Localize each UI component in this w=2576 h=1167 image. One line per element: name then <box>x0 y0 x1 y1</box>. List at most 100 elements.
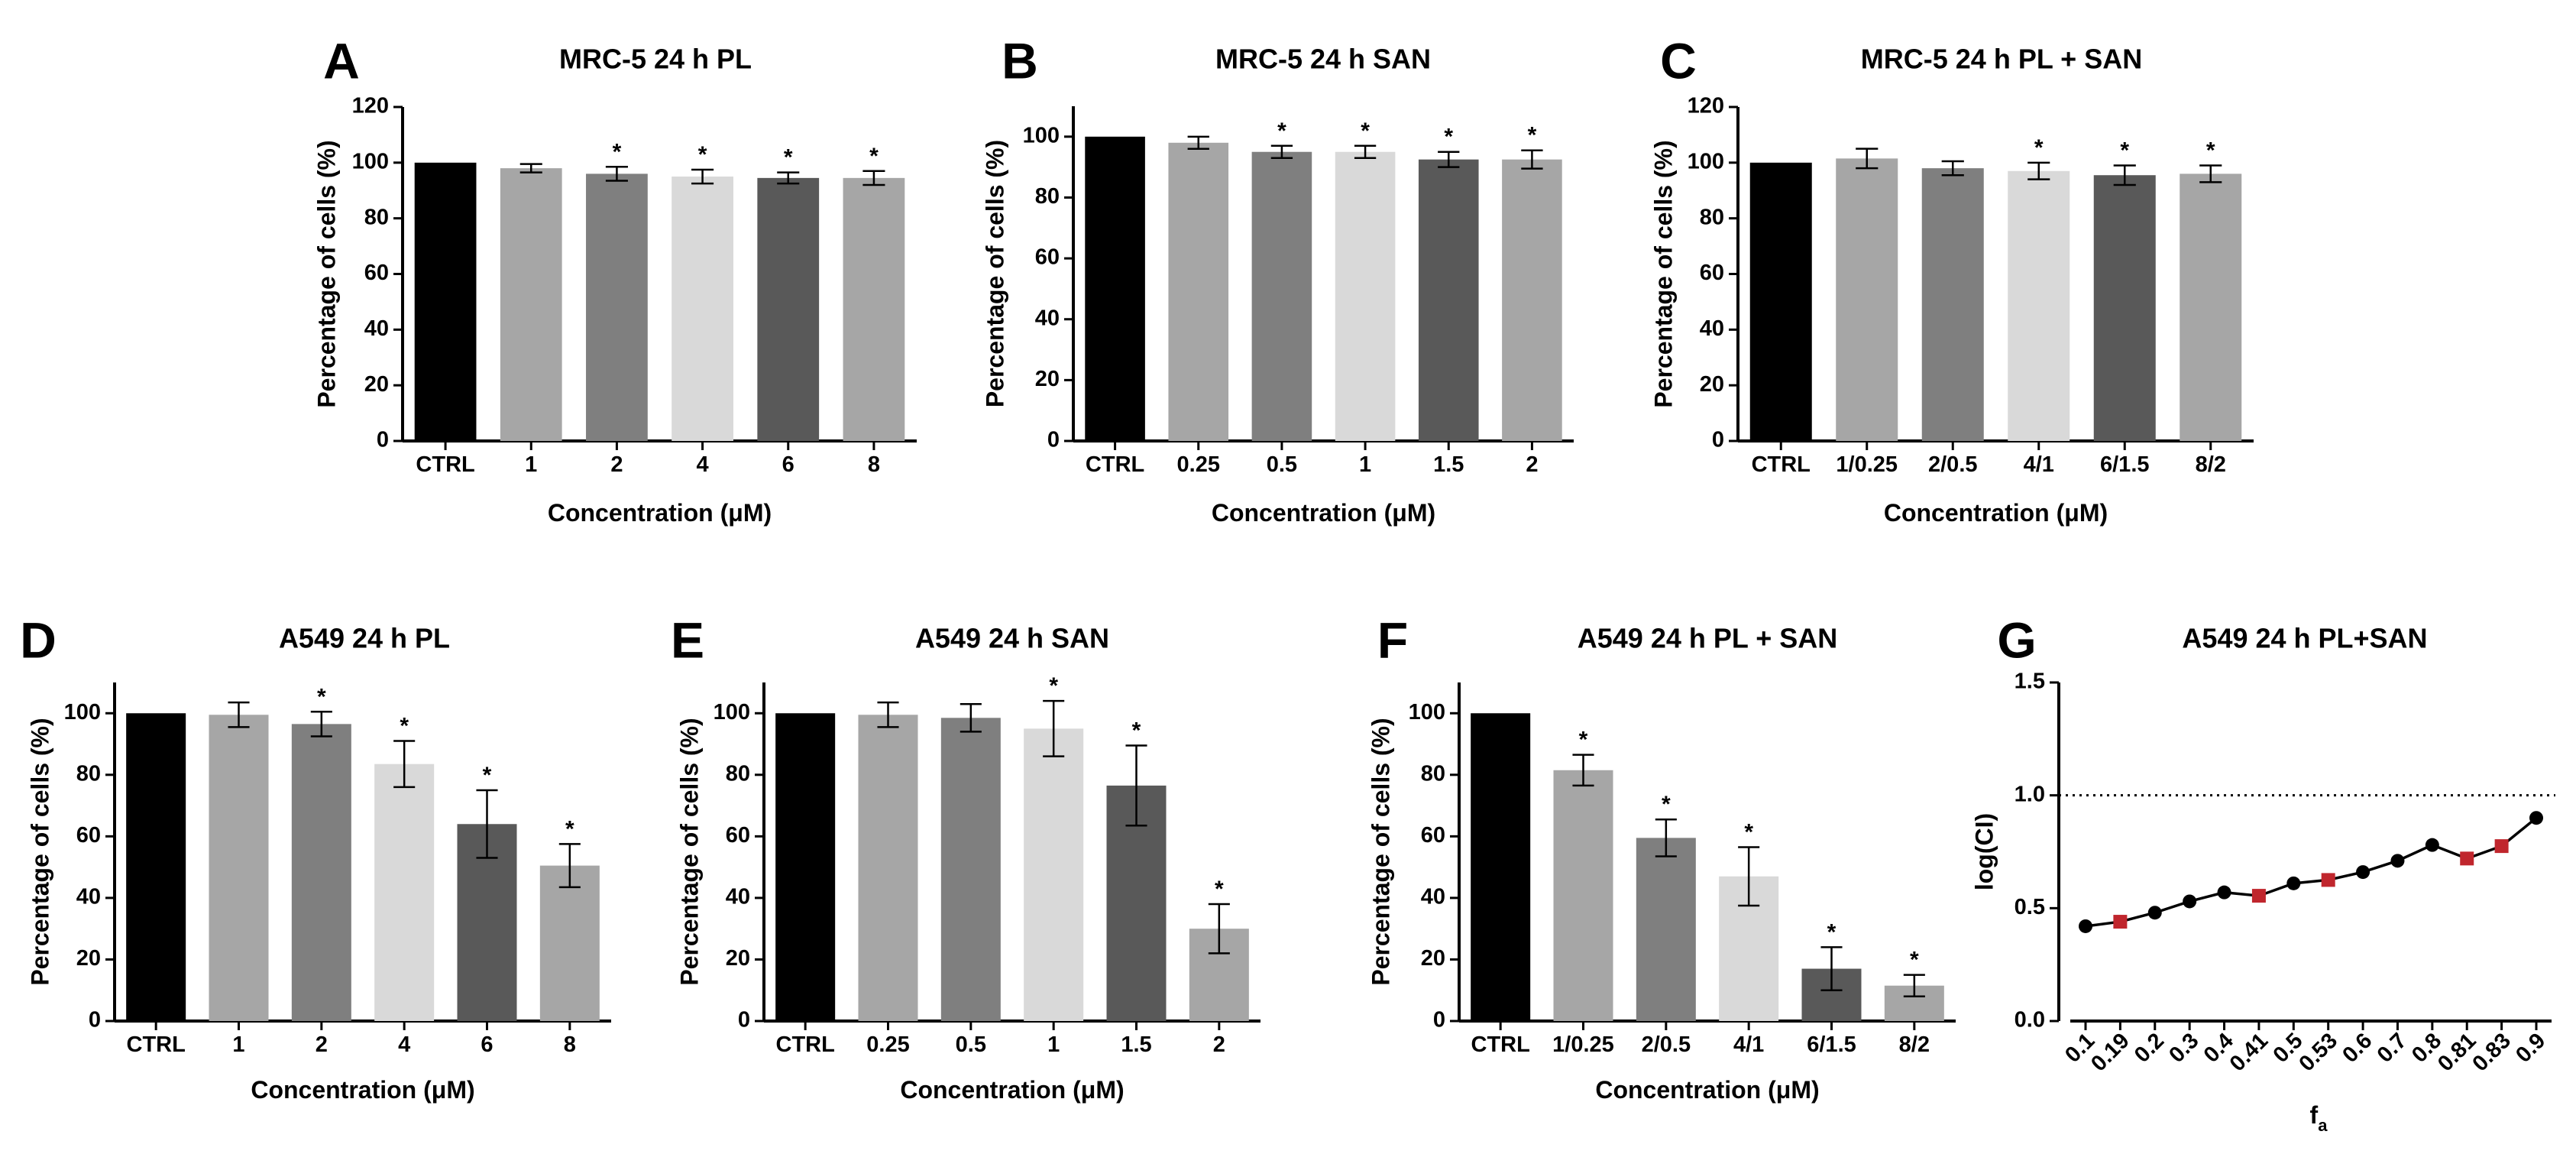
panel-d-x-axis-label: Concentration (μM) <box>251 1076 474 1104</box>
panel-c-y-tick-label: 120 <box>1688 94 1724 118</box>
panel-f-x-tick-label: CTRL <box>1471 1032 1530 1057</box>
panel-a-bar <box>586 173 648 441</box>
panel-d-significance-marker: * <box>483 763 492 788</box>
panel-b-title: MRC-5 24 h SAN <box>1215 44 1431 75</box>
panel-f-y-tick-label: 60 <box>1421 823 1445 848</box>
panel-d-x-tick-label: 8 <box>564 1032 576 1057</box>
panel-d-y-tick-label: 20 <box>76 946 101 971</box>
panel-a-y-tick-label: 40 <box>364 316 389 341</box>
panel-e-bar <box>1024 728 1084 1021</box>
panel-b-bar <box>1418 159 1479 441</box>
panel-c-x-tick-label: 6/1.5 <box>2100 452 2150 477</box>
panel-f-y-tick-label: 0 <box>1433 1008 1445 1032</box>
panel-g-highlight-point <box>2460 851 2474 866</box>
panel-c-bar <box>1836 158 1898 441</box>
panel-g-point <box>2425 838 2439 852</box>
panel-a-bar <box>757 177 820 442</box>
panel-a-significance-marker: * <box>613 139 622 164</box>
panel-b-x-axis-label: Concentration (μM) <box>1212 499 1435 527</box>
panel-c-x-axis-label: Concentration (μM) <box>1884 499 2108 527</box>
panel-e-y-tick-label: 0 <box>738 1008 750 1032</box>
panel-b-significance-marker: * <box>1277 118 1286 144</box>
panel-d-letter: D <box>20 611 57 668</box>
panel-c-title: MRC-5 24 h PL + SAN <box>1861 44 2142 75</box>
panel-b-bar <box>1335 151 1396 441</box>
panel-g-highlight-point <box>2113 915 2128 929</box>
panel-g-x-tick-label: 0.9 <box>2511 1029 2550 1068</box>
panel-g-y-tick-label: 1.5 <box>2015 669 2045 694</box>
panel-b-y-tick-label: 80 <box>1035 184 1060 209</box>
panel-b-y-tick-label: 40 <box>1035 306 1060 330</box>
panel-c-y-tick-label: 40 <box>1700 316 1724 341</box>
panel-c-significance-marker: * <box>2034 135 2044 160</box>
panel-c-x-tick-label: 2/0.5 <box>1928 452 1978 477</box>
panel-f-significance-marker: * <box>1827 919 1837 945</box>
panel-f-x-tick-label: 2/0.5 <box>1642 1032 1691 1057</box>
panel-b-letter: B <box>1002 32 1038 89</box>
panel-g-x-axis-label: fa <box>2310 1101 2328 1135</box>
panel-a-y-tick-label: 0 <box>377 428 389 452</box>
panel-e-significance-marker: * <box>1132 718 1141 744</box>
panel-f-significance-marker: * <box>1744 819 1753 844</box>
panel-a-bar <box>414 162 477 442</box>
panel-g-point <box>2529 811 2543 825</box>
panel-a-bar <box>672 177 733 441</box>
panel-b-y-tick-label: 60 <box>1035 245 1060 270</box>
panel-a-y-tick-label: 100 <box>352 149 389 173</box>
panel-b-x-tick-label: 2 <box>1526 452 1538 477</box>
panel-g-letter: G <box>1997 611 2036 668</box>
panel-f-significance-marker: * <box>1579 728 1588 753</box>
panel-a-significance-marker: * <box>869 144 879 169</box>
panel-e-x-tick-label: CTRL <box>776 1032 835 1057</box>
panel-f-y-axis-label: Percentage of cells (%) <box>1367 718 1394 985</box>
panel-g-point <box>2217 885 2231 900</box>
panel-d-significance-marker: * <box>317 684 326 709</box>
panel-b-significance-marker: * <box>1361 118 1370 144</box>
panel-f-x-tick-label: 4/1 <box>1733 1032 1764 1057</box>
panel-g-x-axis-label-main: f <box>2310 1101 2319 1129</box>
panel-c-y-tick-label: 0 <box>1712 428 1724 452</box>
panel-g-point <box>2183 894 2197 909</box>
panel-a-x-tick-label: CTRL <box>416 452 474 477</box>
panel-b-x-tick-label: 1.5 <box>1433 452 1464 477</box>
panel-a-letter: A <box>323 32 360 89</box>
panel-f-title: A549 24 h PL + SAN <box>1578 623 1838 654</box>
panel-a-significance-marker: * <box>698 142 707 167</box>
panel-f-letter: F <box>1377 611 1408 668</box>
panel-f-significance-marker: * <box>1662 792 1671 817</box>
panel-c-y-tick-label: 80 <box>1700 205 1724 229</box>
panel-d-y-tick-label: 0 <box>89 1008 101 1032</box>
panel-c-significance-marker: * <box>2206 138 2215 163</box>
panel-e-y-tick-label: 40 <box>726 885 750 909</box>
panel-c-x-tick-label: CTRL <box>1752 452 1811 477</box>
panel-d-y-axis-label: Percentage of cells (%) <box>26 718 53 985</box>
panel-g-x-tick-label: 0.7 <box>2373 1029 2412 1068</box>
panel-e-x-tick-label: 1 <box>1047 1032 1060 1057</box>
panel-d-bar <box>209 715 269 1021</box>
panel-f-y-tick-label: 80 <box>1421 761 1445 786</box>
panel-e-title: A549 24 h SAN <box>915 623 1109 654</box>
panel-a-y-tick-label: 80 <box>364 205 389 229</box>
panel-g-x-tick-label: 0.2 <box>2130 1029 2169 1068</box>
panel-e-x-tick-label: 2 <box>1213 1032 1225 1057</box>
panel-e-x-tick-label: 0.5 <box>956 1032 986 1057</box>
panel-a-y-tick-label: 120 <box>352 94 389 118</box>
panel-b-y-axis-label: Percentage of cells (%) <box>981 140 1008 407</box>
panel-e-y-axis-label: Percentage of cells (%) <box>675 718 703 985</box>
panel-g-x-tick-label: 0.53 <box>2295 1029 2343 1077</box>
panel-f-significance-marker: * <box>1910 948 1919 973</box>
panel-g-x-tick-label: 0.83 <box>2468 1029 2516 1077</box>
panel-c-y-tick-label: 100 <box>1688 149 1724 173</box>
panel-d-bar <box>291 724 351 1021</box>
panel-a-x-tick-label: 8 <box>868 452 880 477</box>
panel-c-y-axis-label: Percentage of cells (%) <box>1649 140 1677 407</box>
panel-a-title: MRC-5 24 h PL <box>559 44 752 75</box>
panel-d-x-tick-label: 6 <box>481 1032 493 1057</box>
panel-a-y-tick-label: 60 <box>364 261 389 285</box>
panel-g-y-axis-label: log(CI) <box>1970 813 1998 890</box>
panel-c-significance-marker: * <box>2120 138 2129 163</box>
panel-a-bar <box>500 168 562 441</box>
panel-a-y-tick-label: 20 <box>364 372 389 397</box>
panel-d-bar <box>374 763 435 1021</box>
